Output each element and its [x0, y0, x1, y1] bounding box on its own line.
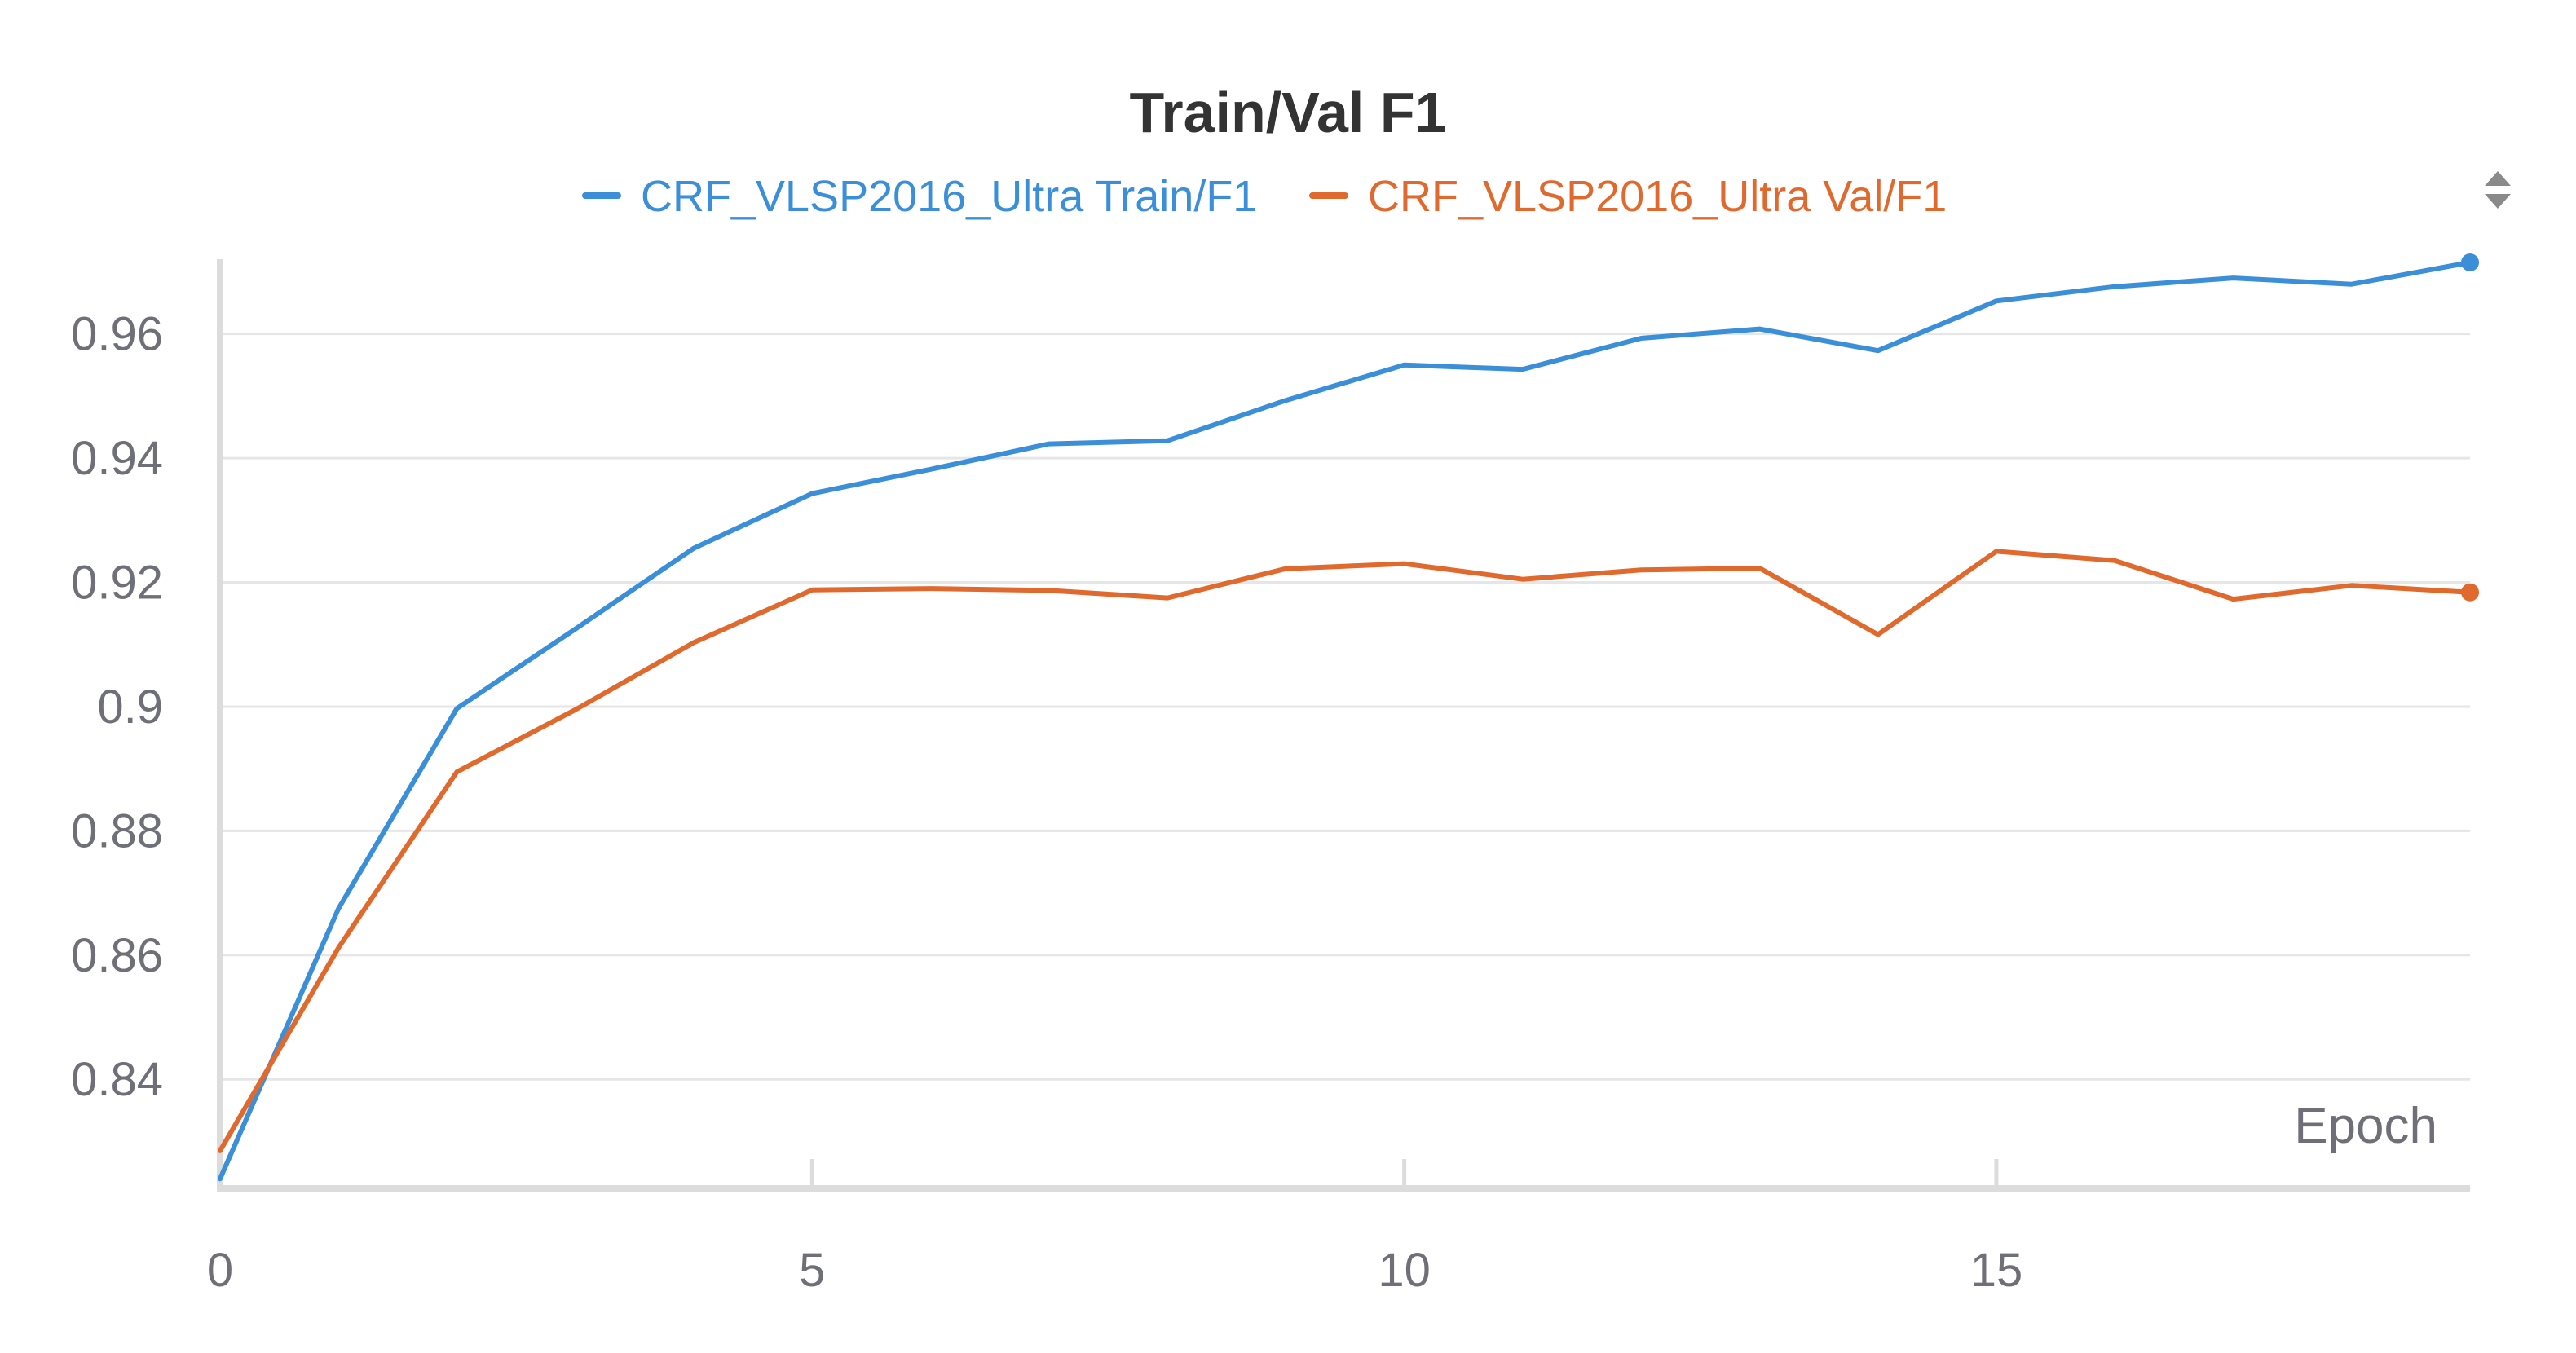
- x-tick-label: 0: [207, 1244, 233, 1297]
- y-tick-label: 0.88: [71, 804, 163, 857]
- grid-lines: 0.84 0.86 0.88 0.9 0.92 0.94 0.96: [71, 308, 2470, 1106]
- y-tick-label: 0.94: [71, 432, 163, 485]
- legend: CRF_VLSP2016_Ultra Train/F1 CRF_VLSP2016_…: [582, 172, 1947, 221]
- series-end-point: [2461, 253, 2479, 271]
- legend-label: CRF_VLSP2016_Ultra Train/F1: [641, 172, 1257, 221]
- series-end-point: [2461, 583, 2479, 602]
- up-down-arrows-icon[interactable]: [2485, 171, 2511, 209]
- y-tick-label: 0.9: [97, 681, 163, 734]
- y-tick-label: 0.92: [71, 557, 163, 610]
- x-tick-label: 5: [799, 1244, 825, 1297]
- legend-label: CRF_VLSP2016_Ultra Val/F1: [1368, 172, 1947, 221]
- chart-title: Train/Val F1: [1129, 81, 1446, 144]
- y-tick-label: 0.84: [71, 1053, 163, 1106]
- axes: 0 5 10 15: [207, 259, 2470, 1297]
- y-tick-label: 0.86: [71, 929, 163, 982]
- x-axis-label: Epoch: [2294, 1098, 2437, 1154]
- series-lines: [218, 253, 2479, 1182]
- y-tick-label: 0.96: [71, 308, 163, 361]
- series-line-train: [218, 260, 2472, 1182]
- x-tick-label: 10: [1378, 1244, 1431, 1297]
- legend-scroll-control[interactable]: [2485, 171, 2511, 209]
- x-tick-label: 15: [1970, 1244, 2023, 1297]
- series-line-val: [218, 549, 2472, 1153]
